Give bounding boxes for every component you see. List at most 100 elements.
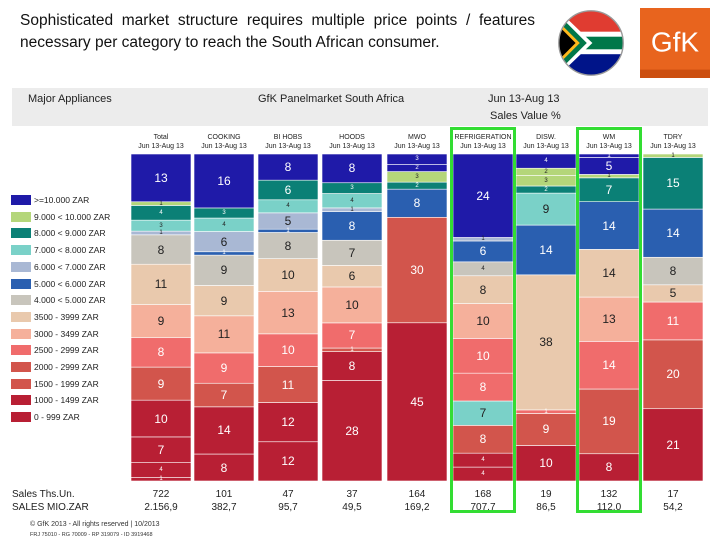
legend-label: 3000 - 3499 ZAR: [34, 328, 99, 339]
units-value: 19: [540, 489, 552, 500]
bar-segment: [452, 400, 514, 426]
logo-text: GfK: [651, 26, 700, 57]
bar-segment: [257, 232, 319, 259]
column-header: HOODS Jun 13-Aug 13: [322, 133, 382, 151]
value-row-label: SALES MIO.ZAR: [12, 502, 89, 513]
bar-segment: [130, 477, 192, 482]
bar-segment: [321, 153, 383, 184]
bar-segment: [515, 224, 577, 276]
column-period: Jun 13-Aug 13: [201, 143, 247, 150]
bar-segment: [257, 258, 319, 292]
bar-segment: [257, 402, 319, 443]
legend-swatch: [11, 211, 31, 222]
legend-swatch: [11, 378, 31, 389]
bar-segment: [193, 207, 255, 219]
bar-segment: [642, 301, 704, 341]
bar-segment: [515, 409, 577, 414]
legend-swatch: [11, 362, 31, 372]
legend-label: 6.000 < 7.000 ZAR: [34, 261, 106, 272]
legend-label: 1500 - 1999 ZAR: [34, 378, 99, 389]
column-header: Total Jun 13-Aug 13: [131, 133, 191, 151]
bar-segment: [257, 366, 319, 403]
column-period: Jun 13-Aug 13: [394, 143, 440, 150]
bar-segment: [130, 366, 192, 401]
bar-segment: [452, 153, 514, 238]
legend-swatch: [11, 311, 31, 322]
units-value: 37: [346, 489, 358, 500]
bar-segment: [515, 413, 577, 446]
bar-segment: [130, 219, 192, 232]
bar-segment: [321, 239, 383, 266]
column-footer: 19 86,5: [516, 488, 576, 514]
bar-segment: [642, 157, 704, 210]
bar-segment: [193, 352, 255, 384]
bar-segment: [642, 339, 704, 410]
legend-label: 5.000 < 6.000 ZAR: [34, 278, 106, 289]
legend-label: 3500 - 3999 ZAR: [34, 311, 99, 322]
legend-label: 9.000 < 10.000 ZAR: [34, 211, 111, 222]
slide-title: Sophisticated market structure requires …: [20, 12, 535, 51]
footer-row-labels: Sales Ths.Un. SALES MIO.ZAR: [12, 488, 89, 514]
bar-segment: [386, 164, 448, 172]
units-value: 47: [282, 489, 294, 500]
bar-segment: [257, 333, 319, 367]
bar-segment: [257, 179, 319, 201]
column-name: WM: [602, 134, 616, 141]
legend-label: >=10.000 ZAR: [34, 195, 90, 205]
bar-segment: [193, 251, 255, 256]
legend-swatch: [11, 228, 31, 239]
bar-segment: [130, 337, 192, 368]
bar-segment: [321, 207, 383, 212]
units-row-label: Sales Ths.Un.: [12, 489, 75, 500]
column-footer: 164 169,2: [387, 488, 447, 514]
column-period: Jun 13-Aug 13: [329, 143, 375, 150]
column-name: MWO: [408, 134, 426, 141]
bar-segment: [452, 425, 514, 454]
bar-segment: [515, 185, 577, 194]
legend-label: 2000 - 2999 ZAR: [34, 362, 99, 372]
sales-value: 86,5: [536, 502, 556, 513]
units-value: 17: [667, 489, 679, 500]
bar-segment: [257, 153, 319, 181]
column-name: Total: [153, 134, 169, 141]
column-name: DISW.: [536, 134, 556, 141]
column-name: TDRY: [663, 134, 683, 141]
bar-segment: [452, 338, 514, 374]
bar-segment: [386, 188, 448, 218]
bar-segment: [515, 153, 577, 169]
column-header: REFRIGERATION Jun 13-Aug 13: [453, 133, 513, 151]
sales-value: 382,7: [211, 502, 237, 513]
legend-swatch: [11, 345, 31, 356]
sales-value: 707,7: [470, 502, 496, 513]
bar-segment: [130, 230, 192, 236]
bar-segment: [578, 296, 640, 342]
legend-label: 8.000 < 9.000 ZAR: [34, 228, 106, 239]
bar-segment: [578, 249, 640, 298]
units-value: 101: [215, 489, 233, 500]
category-group-label: Major Appliances: [28, 93, 112, 105]
bar-segment: [130, 201, 192, 206]
bar-segment: [515, 167, 577, 176]
bar-segment: [257, 441, 319, 482]
bar-segment: [452, 372, 514, 402]
column-period: Jun 13-Aug 13: [650, 143, 696, 150]
legend-swatch: [11, 328, 31, 339]
legend-label: 7.000 < 8.000 ZAR: [34, 245, 106, 256]
column-period: Jun 13-Aug 13: [460, 143, 506, 150]
bar-segment: [578, 201, 640, 250]
bar-segment: [193, 382, 255, 408]
bar-segment: [321, 322, 383, 349]
bar-segment: [130, 205, 192, 221]
bar-segment: [321, 193, 383, 209]
bar-segment: [386, 171, 448, 183]
south-africa-flag-icon: [558, 10, 624, 76]
units-value: 132: [600, 489, 618, 500]
legend-label: 1000 - 1499 ZAR: [34, 395, 99, 406]
bar-segment: [193, 406, 255, 455]
sales-value: 112,0: [596, 502, 622, 513]
sales-value: 95,7: [278, 502, 298, 513]
column-footer: 37 49,5: [322, 488, 382, 514]
column-header: TDRY Jun 13-Aug 13: [643, 133, 703, 151]
legend-swatch: [11, 261, 31, 272]
